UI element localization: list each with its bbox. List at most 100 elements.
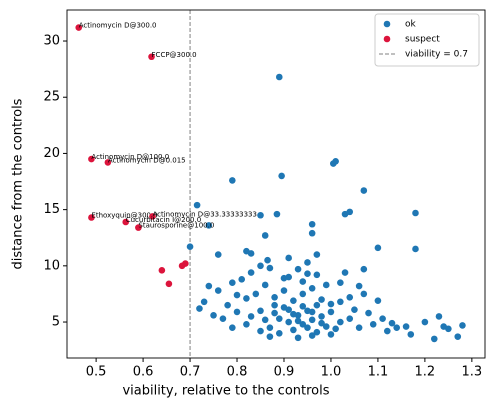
point	[271, 309, 278, 317]
point	[266, 264, 274, 272]
point	[313, 271, 321, 279]
point	[285, 318, 292, 326]
point-label: Ethoxyquin@300.0	[91, 211, 157, 219]
point	[294, 317, 302, 325]
point	[257, 327, 264, 335]
point	[299, 302, 307, 310]
point	[318, 319, 325, 327]
point	[243, 295, 250, 302]
point	[266, 333, 274, 340]
point	[214, 287, 222, 294]
point	[261, 232, 269, 239]
point	[308, 220, 316, 228]
point	[351, 306, 358, 313]
point	[412, 209, 419, 217]
legend-marker	[383, 20, 391, 28]
x-tick-label: 0.9	[274, 365, 295, 380]
point	[200, 298, 208, 306]
point	[360, 265, 368, 273]
x-tick-label: 1.1	[368, 365, 389, 380]
point	[224, 301, 231, 309]
point-label: Staurosporine@100.0	[138, 222, 214, 230]
x-tick-label: 0.7	[180, 365, 201, 380]
point-label: FCCP@300.0	[152, 51, 197, 59]
point	[182, 260, 189, 267]
legend-box	[374, 13, 480, 67]
point	[430, 335, 438, 343]
point	[278, 172, 285, 180]
y-tick-label: 20	[43, 146, 60, 161]
point	[229, 279, 236, 286]
x-axis-label: viability, relative to the controls	[122, 384, 329, 399]
point-label: Actinomycin D@300.0	[79, 22, 157, 30]
point	[304, 270, 311, 277]
point	[271, 294, 278, 301]
point	[337, 318, 344, 326]
y-tick-label: 5	[52, 315, 60, 330]
y-tick-label: 15	[43, 202, 60, 217]
point	[210, 311, 217, 319]
legend-marker	[383, 35, 391, 43]
point	[299, 320, 307, 328]
point	[122, 218, 130, 226]
point	[332, 157, 339, 165]
point	[360, 290, 368, 298]
point	[304, 324, 311, 331]
point	[271, 301, 278, 309]
point	[355, 282, 363, 290]
point	[290, 310, 297, 318]
point	[318, 296, 325, 303]
point	[88, 155, 95, 163]
point	[360, 187, 368, 194]
point	[337, 279, 344, 286]
plot-frame	[66, 9, 486, 359]
point	[318, 313, 325, 320]
point	[149, 213, 156, 220]
point	[264, 256, 271, 264]
point	[257, 262, 264, 270]
point	[346, 315, 354, 322]
point-label: Cucurbitacin I@200.0	[126, 216, 201, 224]
point	[158, 267, 166, 274]
point	[238, 276, 246, 283]
point	[355, 324, 363, 331]
point	[280, 287, 288, 294]
point	[313, 251, 321, 258]
point	[393, 324, 401, 331]
point	[186, 243, 194, 251]
point	[308, 308, 316, 316]
point	[205, 222, 213, 229]
point-label: Actinomycin D@0.015	[108, 156, 186, 164]
point	[233, 308, 241, 316]
point	[205, 282, 213, 290]
point	[243, 320, 250, 328]
y-tick-label: 10	[43, 258, 60, 273]
point	[299, 278, 307, 285]
point	[257, 211, 264, 219]
point	[257, 307, 264, 315]
point	[365, 309, 372, 317]
legend-label: ok	[405, 20, 417, 30]
point	[322, 323, 330, 330]
point	[294, 265, 302, 273]
x-tick-label: 1.3	[462, 365, 483, 380]
point	[308, 229, 316, 237]
x-tick-label: 1.2	[415, 365, 436, 380]
point	[229, 324, 236, 331]
point	[322, 281, 330, 289]
point	[233, 291, 241, 299]
point	[374, 244, 382, 252]
point	[285, 254, 292, 262]
point	[247, 269, 255, 276]
point	[275, 329, 283, 337]
point-label: Actinomycin D@100.0	[91, 153, 169, 161]
point	[402, 323, 410, 330]
point	[165, 280, 173, 288]
point	[412, 245, 419, 253]
point	[88, 214, 95, 221]
point	[327, 300, 335, 308]
point	[252, 290, 260, 298]
point	[196, 305, 203, 312]
point	[384, 327, 391, 335]
